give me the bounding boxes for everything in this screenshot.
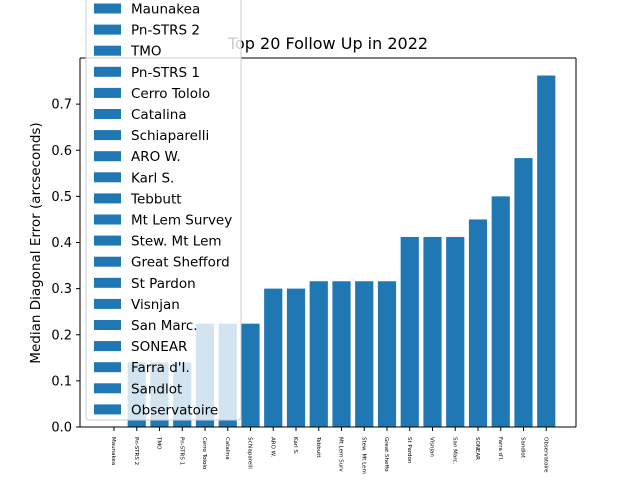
legend-label: TMO bbox=[130, 44, 162, 60]
bar-20 bbox=[537, 75, 556, 427]
bar-13 bbox=[377, 281, 397, 427]
legend-label: Stew. Mt Lem bbox=[131, 234, 222, 250]
x-tick-label: Great Sheffo bbox=[383, 437, 389, 472]
legend-swatch bbox=[94, 24, 121, 35]
legend-swatch bbox=[94, 3, 121, 14]
legend-swatch bbox=[94, 214, 121, 225]
y-tick-label: 0.4 bbox=[51, 236, 72, 251]
x-tick-label: Maunakea bbox=[110, 437, 116, 465]
legend-swatch bbox=[94, 383, 121, 394]
legend-label: San Marc. bbox=[131, 318, 198, 334]
y-tick-label: 0.7 bbox=[51, 98, 72, 113]
legend-label: Great Shefford bbox=[131, 255, 230, 271]
x-tick-label: Karl S. bbox=[292, 437, 298, 455]
x-tick-label: Sandlot bbox=[520, 437, 526, 459]
legend-label: Farra d'I. bbox=[131, 360, 190, 376]
legend-label: Mt Lem Survey bbox=[131, 213, 232, 229]
x-tick-label: Farra d'I. bbox=[497, 437, 503, 461]
legend-swatch bbox=[94, 362, 121, 373]
x-tick-label: SONEAR bbox=[474, 437, 480, 460]
legend-label: Sandlot bbox=[131, 381, 182, 397]
legend-swatch bbox=[94, 404, 121, 415]
legend-label: ARO W. bbox=[131, 149, 181, 165]
bar-14 bbox=[400, 236, 419, 427]
bar-15 bbox=[423, 236, 442, 427]
bar-8 bbox=[264, 288, 283, 427]
legend-label: Schiaparelli bbox=[131, 128, 209, 144]
legend-label: SONEAR bbox=[131, 339, 187, 355]
y-ticks-group: 0.0 0.1 0.2 0.3 0.4 0.5 0.6 0.7 bbox=[51, 98, 80, 436]
legend-swatch bbox=[94, 341, 121, 352]
legend-label: Observatoire bbox=[131, 402, 218, 418]
bar-9 bbox=[286, 288, 306, 427]
x-tick-label: TMO bbox=[156, 436, 162, 450]
legend-swatch bbox=[94, 45, 121, 56]
legend-swatch bbox=[94, 87, 121, 98]
y-tick-label: 0.2 bbox=[51, 328, 72, 343]
bar-11 bbox=[332, 281, 351, 427]
legend-swatch bbox=[94, 109, 121, 119]
legend-label: Karl S. bbox=[131, 170, 174, 186]
x-tick-label: Tebbutt bbox=[315, 436, 321, 458]
bar-7 bbox=[241, 323, 260, 427]
legend-label: Catalina bbox=[131, 107, 187, 123]
y-tick-label: 0.5 bbox=[51, 190, 72, 205]
legend-swatch bbox=[94, 235, 121, 246]
legend-swatch bbox=[94, 256, 121, 267]
x-ticks-group: Maunakea Pn-STRS 2 TMO Pn-STRS 1 Cerro Tolol… bbox=[110, 427, 548, 474]
x-tick-label: Mt Lem Surv bbox=[338, 437, 344, 472]
y-tick-label: 0.1 bbox=[51, 374, 72, 389]
legend-frame bbox=[85, 0, 242, 421]
legend-label: Visnjan bbox=[131, 297, 180, 313]
x-tick-label: ARO W. bbox=[269, 437, 275, 457]
x-tick-label: Visnjan bbox=[429, 437, 435, 457]
y-tick-label: 0.3 bbox=[51, 282, 72, 297]
legend-swatch bbox=[94, 298, 121, 309]
x-tick-label: Pn-STRS 2 bbox=[133, 437, 139, 465]
y-tick-label: 0.0 bbox=[51, 421, 72, 436]
legend-swatch bbox=[94, 320, 121, 330]
y-tick-label: 0.6 bbox=[51, 144, 72, 159]
x-tick-label: Observatoire bbox=[542, 437, 548, 473]
bar-17 bbox=[468, 219, 488, 427]
x-tick-label: Stew. Mt Lem bbox=[360, 437, 366, 474]
legend-label: Pn-STRS 2 bbox=[131, 23, 200, 39]
legend-swatch bbox=[94, 277, 121, 288]
x-tick-label: San Marc. bbox=[451, 437, 457, 464]
x-tick-label: Catalina bbox=[224, 437, 230, 460]
legend: Maunakea Pn-STRS 2 TMO Pn-STRS 1 Cerro Tolol… bbox=[85, 0, 242, 421]
chart-title: Top 20 Follow Up in 2022 bbox=[227, 34, 428, 53]
y-axis-label: Median Diagonal Error (arcseconds) bbox=[28, 122, 44, 363]
legend-swatch bbox=[94, 172, 121, 183]
bar-19 bbox=[514, 158, 533, 427]
x-tick-label: Cerro Tololo bbox=[201, 437, 207, 470]
legend-label: Tebbutt bbox=[130, 191, 182, 207]
legend-swatch bbox=[94, 130, 121, 141]
bar-12 bbox=[355, 281, 374, 427]
legend-swatch bbox=[94, 151, 121, 162]
x-tick-label: Schiaparelli bbox=[247, 437, 253, 469]
x-tick-label: St Pardon bbox=[406, 437, 412, 464]
x-tick-label: Pn-STRS 1 bbox=[178, 437, 184, 465]
legend-label: Maunakea bbox=[131, 2, 200, 18]
bar-18 bbox=[491, 196, 510, 427]
legend-swatch bbox=[94, 66, 121, 77]
bar-16 bbox=[446, 236, 465, 427]
legend-label: St Pardon bbox=[131, 276, 196, 292]
bar-10 bbox=[309, 281, 328, 427]
legend-label: Pn-STRS 1 bbox=[131, 65, 200, 81]
legend-swatch bbox=[94, 193, 121, 204]
legend-label: Cerro Tololo bbox=[131, 86, 210, 102]
